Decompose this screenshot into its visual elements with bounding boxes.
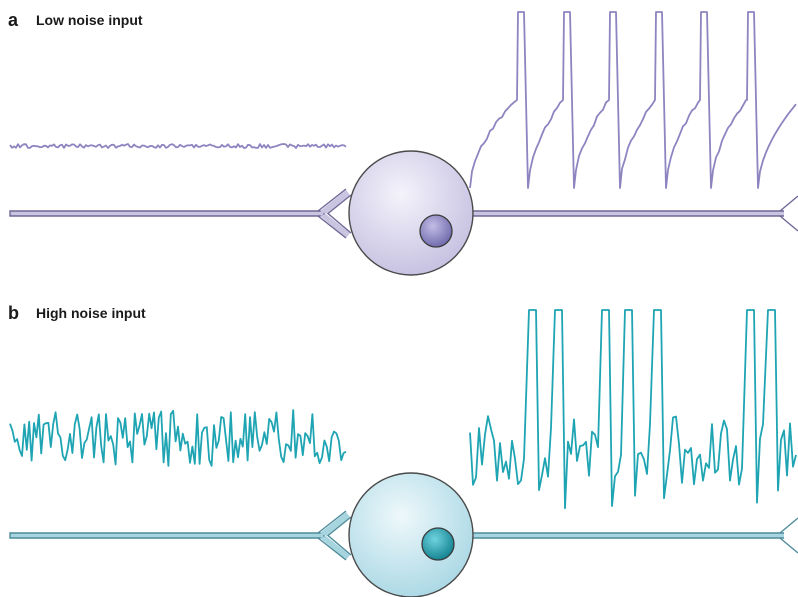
low-noise-input-trace [9, 143, 347, 149]
neuron-nucleus-b [421, 527, 455, 561]
output-axon-a-outline [468, 210, 784, 217]
low-noise-output-spike-train [469, 11, 797, 189]
output-axon-a [468, 195, 798, 232]
input-axon-a [9, 188, 352, 239]
high-noise-input-trace [9, 409, 347, 467]
output-terminal-b [779, 517, 798, 554]
output-axon-b [468, 517, 798, 554]
high-noise-output-spike-train [469, 309, 797, 510]
neuron-nucleus-a [419, 214, 453, 248]
synapse-terminal-b-outline [317, 510, 352, 561]
panel-b-letter: b [8, 303, 19, 323]
output-axon-b-outline [468, 532, 784, 539]
input-axon-b-shaft [10, 533, 324, 538]
input-axon-a-shaft [10, 211, 324, 216]
panel-a: a Low noise input [8, 10, 798, 276]
output-terminal-a [779, 195, 798, 232]
panel-b-title: High noise input [36, 305, 146, 321]
output-axon-a-shaft [468, 211, 784, 216]
panel-a-letter: a [8, 10, 19, 30]
neuron-soma-a [348, 150, 474, 276]
synapse-terminal-a [320, 190, 350, 238]
synapse-terminal-a-outline [317, 188, 352, 239]
neuron-soma-b [348, 472, 474, 597]
panel-a-title: Low noise input [36, 12, 143, 28]
input-axon-b [9, 510, 352, 561]
panel-b: b High noise input [8, 303, 798, 597]
synapse-terminal-b [320, 512, 350, 560]
output-axon-b-shaft [468, 533, 784, 538]
